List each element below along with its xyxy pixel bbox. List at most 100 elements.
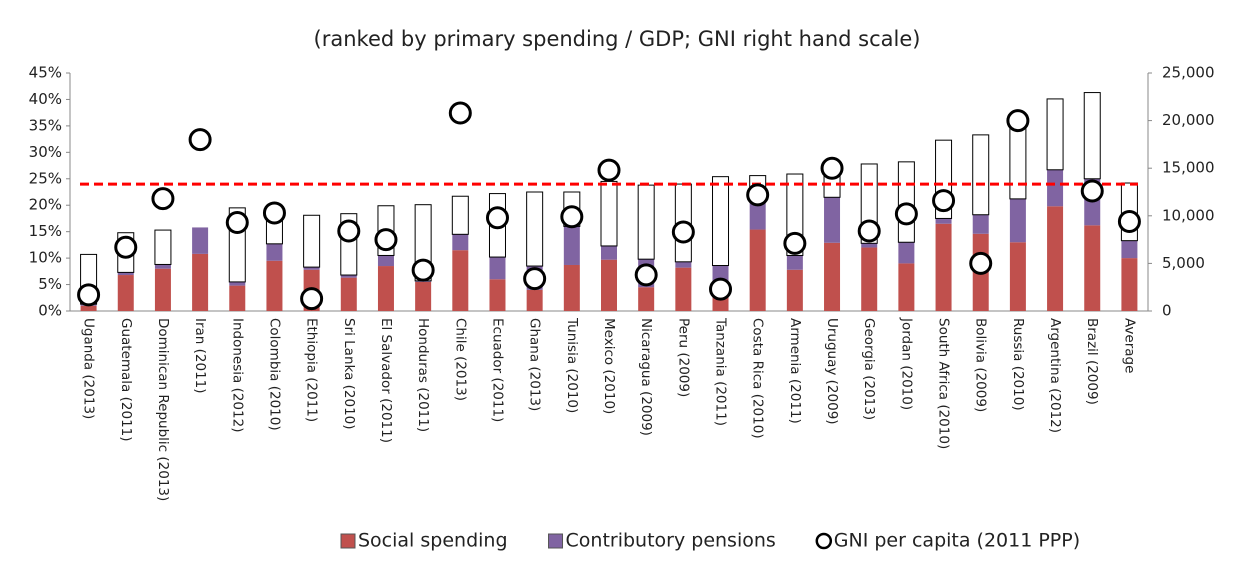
bar-segment <box>1121 240 1138 259</box>
bar-segment <box>489 279 506 311</box>
bar-segment <box>675 267 692 311</box>
bar-segment <box>452 250 469 311</box>
bar-segment <box>377 255 394 267</box>
bar-segment <box>786 269 803 311</box>
bar-segment <box>1009 198 1026 243</box>
gni-marker <box>188 128 212 152</box>
bar-segment <box>824 197 841 243</box>
x-tick-label: Dominican Republic (2013) <box>155 318 171 501</box>
y2-tick-label: 15,000 <box>1162 159 1215 177</box>
y-tick-label: 30% <box>29 143 62 161</box>
bar-segment <box>897 161 915 243</box>
gni-marker <box>337 219 361 243</box>
bar-segment <box>452 234 469 251</box>
bar-segment <box>303 267 320 270</box>
x-tick-label: Brazil (2009) <box>1084 318 1100 405</box>
bar-segment <box>563 264 580 311</box>
bar-segment <box>415 281 432 311</box>
gni-marker <box>857 219 881 243</box>
gni-marker <box>932 189 956 213</box>
bar-segment <box>154 268 171 311</box>
gni-marker <box>262 201 286 225</box>
gni-marker <box>783 231 807 255</box>
gni-marker <box>151 187 175 211</box>
bar-segment <box>1047 169 1064 207</box>
x-tick-label: Guatemala (2011) <box>118 318 134 442</box>
x-tick-label: El Salvador (2011) <box>378 318 394 443</box>
gni-marker <box>634 263 658 287</box>
bar-segment <box>637 184 655 260</box>
bar-segment <box>1121 258 1138 311</box>
bar-segment <box>266 260 283 311</box>
gni-marker <box>485 206 509 230</box>
bar-segment <box>192 253 209 311</box>
chart-title: (ranked by primary spending / GDP; GNI r… <box>314 27 921 51</box>
bar-segment <box>1009 122 1027 200</box>
bar-segment <box>972 134 990 216</box>
bar-segment <box>824 242 841 311</box>
bar-segment <box>1083 92 1101 180</box>
x-tick-label: Argentina (2012) <box>1047 318 1063 433</box>
y2-tick-label: 25,000 <box>1162 64 1215 82</box>
bar-segment <box>786 255 803 270</box>
x-tick-label: Georgia (2013) <box>861 318 877 420</box>
gni-marker <box>894 202 918 226</box>
x-tick-label: South Africa (2010) <box>936 318 952 449</box>
bar-segment <box>377 266 394 311</box>
bar-segment <box>861 243 878 248</box>
y-tick-label: 5% <box>38 275 62 293</box>
bar-segment <box>601 259 617 311</box>
y2-tick-label: 0 <box>1162 302 1172 320</box>
y-tick-label: 20% <box>29 196 62 214</box>
y-tick-label: 10% <box>29 249 62 267</box>
bar-segment <box>898 242 915 264</box>
bar-segment <box>601 245 617 260</box>
bar-segment <box>1047 206 1064 311</box>
bar-segment <box>229 281 246 286</box>
gni-marker <box>560 205 584 229</box>
bar-segment <box>749 199 766 230</box>
gni-marker <box>820 156 844 180</box>
bar-segment <box>749 229 766 311</box>
x-tick-label: Ghana (2013) <box>527 318 543 411</box>
legend-marker <box>548 533 564 549</box>
gni-marker <box>597 158 621 182</box>
y-tick-label: 0% <box>38 302 62 320</box>
bar-segment <box>229 285 246 311</box>
bar-segment <box>154 264 171 269</box>
bar-segment <box>489 257 506 280</box>
legend-marker <box>815 532 833 550</box>
x-tick-label: Colombia (2010) <box>266 318 282 431</box>
bar-segment <box>154 229 172 265</box>
gni-marker <box>1117 210 1141 234</box>
x-tick-label: Sri Lanka (2010) <box>341 318 357 430</box>
y2-tick-label: 20,000 <box>1162 111 1215 129</box>
x-tick-label: Tunisia (2010) <box>564 317 580 413</box>
bar-segment <box>340 275 357 278</box>
bar-segment <box>935 218 952 224</box>
gni-marker <box>77 283 101 307</box>
gni-marker <box>374 228 398 252</box>
x-tick-label: Nicaragua (2009) <box>638 318 654 436</box>
gni-marker <box>448 101 472 125</box>
legend-label: Social spending <box>358 530 508 552</box>
gni-marker <box>746 183 770 207</box>
y-tick-label: 40% <box>29 90 62 108</box>
bar-segment <box>972 214 989 234</box>
x-tick-label: Chile (2013) <box>452 318 468 401</box>
x-tick-label: Tanzania (2011) <box>713 317 729 426</box>
bar-segment <box>563 226 580 265</box>
legend-label: GNI per capita (2011 PPP) <box>834 530 1080 552</box>
bar-segment <box>117 272 134 276</box>
bar-segment <box>1084 225 1101 311</box>
x-tick-label: Jordan (2010) <box>898 317 914 410</box>
x-tick-label: Mexico (2010) <box>601 318 617 414</box>
x-tick-label: Honduras (2011) <box>415 318 431 432</box>
x-tick-label: Ecuador (2011) <box>489 318 505 422</box>
gni-marker <box>411 258 435 282</box>
x-tick-label: Ethiopia (2011) <box>304 318 320 422</box>
x-tick-label: Russia (2010) <box>1010 318 1026 411</box>
bar-segment <box>451 195 469 235</box>
y-tick-label: 45% <box>29 64 62 82</box>
